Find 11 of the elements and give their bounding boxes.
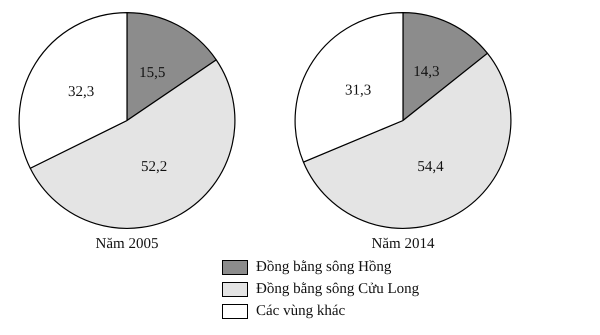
legend-label: Đồng bằng sông Hồng xyxy=(256,258,392,276)
legend-label: Đồng bằng sông Cửu Long xyxy=(256,280,420,298)
data-label: 32,3 xyxy=(68,84,94,100)
data-label: 15,5 xyxy=(139,64,166,81)
data-label: 14,3 xyxy=(413,64,440,80)
data-label: 52,2 xyxy=(141,159,168,176)
data-label: 54,4 xyxy=(417,158,444,175)
text: Năm 2014 xyxy=(372,236,435,252)
data-label: 31,3 xyxy=(344,82,372,99)
legend-label: Các vùng khác xyxy=(256,302,346,320)
text: Năm 2005 xyxy=(96,236,158,252)
